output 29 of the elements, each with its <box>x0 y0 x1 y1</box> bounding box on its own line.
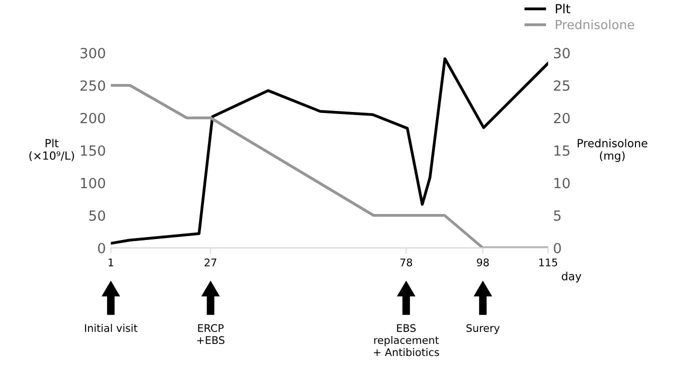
y2-tick-label: 0 <box>554 242 561 254</box>
text: EBS replacement + Antibiotics <box>374 324 440 356</box>
y2-axis-title: Prednisolone (mg) <box>578 138 648 162</box>
y-axis-title: Plt (×10⁹/L) <box>29 138 74 162</box>
y-tick-label: 100 <box>80 178 106 188</box>
text: Surery <box>466 324 500 334</box>
x-axis-title: day <box>562 272 582 282</box>
y2-tick-label: 5 <box>554 210 561 221</box>
y-tick-label: 250 <box>80 80 106 91</box>
y-tick-label: 200 <box>80 112 106 124</box>
x-tick-label: 27 <box>204 258 216 266</box>
text: ERCP +EBS <box>197 324 224 344</box>
y-tick-label: 50 <box>89 210 106 221</box>
line-series <box>110 57 548 245</box>
text: Initial visit <box>85 324 138 332</box>
y2-tick-label: 10 <box>554 178 570 188</box>
legend-label: Plt <box>556 4 570 14</box>
y-tick-label: 300 <box>80 48 106 58</box>
y-tick-label: 150 <box>80 145 106 156</box>
y2-tick-label: 15 <box>554 146 570 156</box>
x-tick-label: 115 <box>539 258 558 266</box>
y-tick-label: 0 <box>98 242 106 254</box>
y2-tick-label: 25 <box>554 80 570 91</box>
y2-tick-label: 30 <box>554 48 570 58</box>
x-tick-label: 1 <box>108 258 114 266</box>
x-tick-label: 78 <box>400 258 412 266</box>
legend-label: Prednisolone <box>556 20 634 30</box>
x-tick-label: 98 <box>476 258 489 266</box>
y2-tick-label: 20 <box>554 112 570 124</box>
